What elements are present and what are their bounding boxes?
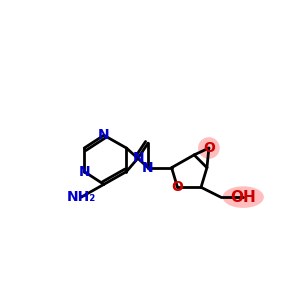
Ellipse shape <box>223 186 264 208</box>
Text: NH₂: NH₂ <box>67 190 96 204</box>
Text: N: N <box>78 165 90 178</box>
Text: O: O <box>203 141 215 155</box>
Text: N: N <box>142 161 154 175</box>
Text: N: N <box>98 128 110 142</box>
Ellipse shape <box>198 137 220 159</box>
Text: OH: OH <box>230 190 256 205</box>
Text: O: O <box>172 180 183 194</box>
Text: N: N <box>132 151 144 165</box>
